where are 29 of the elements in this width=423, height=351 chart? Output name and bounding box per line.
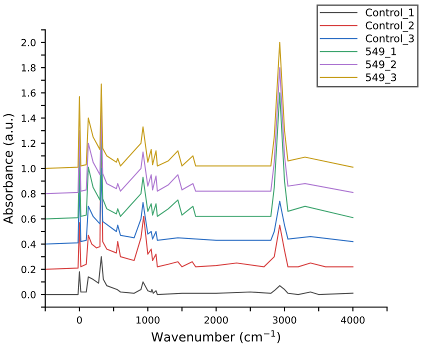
- legend-label: 549_1: [366, 47, 396, 58]
- legend-label: Control_3: [366, 34, 414, 45]
- y-tick-label: 1.2: [22, 140, 36, 147]
- y-tick-label: 1.0: [22, 164, 36, 172]
- y-tick-label: 1.4: [22, 114, 36, 122]
- line-series: [45, 42, 354, 170]
- y-tick-label: 0.4: [21, 240, 36, 248]
- legend-label: 549_3: [366, 73, 396, 84]
- x-tick-label: 1000: [136, 316, 160, 324]
- line-series: [45, 92, 354, 220]
- legend-label: Control_1: [366, 8, 414, 19]
- x-tick-label: 3000: [272, 316, 296, 324]
- y-tick-label: 1.8: [22, 64, 36, 72]
- x-axis-title: Wavenumber (cm$^{−1}$): [152, 330, 280, 344]
- y-tick-label: 1.6: [22, 89, 36, 97]
- y-tick-label: 0.8: [21, 190, 36, 198]
- legend-label: 549_2: [366, 60, 396, 71]
- line-series: [45, 168, 354, 245]
- x-tick-label: 4000: [340, 316, 365, 324]
- y-tick-label: 2.0: [21, 38, 36, 46]
- x-tick-label: 0: [76, 316, 82, 324]
- y-tick-label: 0.2: [21, 266, 36, 274]
- x-tick-label: 2000: [204, 316, 228, 324]
- line-series: [45, 256, 354, 296]
- y-tick-label: 0.0: [21, 291, 36, 298]
- y-axis-title: Absorbance (a.u.): [3, 114, 14, 224]
- line-series: [45, 67, 354, 194]
- legend-label: Control_2: [366, 21, 414, 32]
- y-tick-label: 0.6: [21, 215, 36, 223]
